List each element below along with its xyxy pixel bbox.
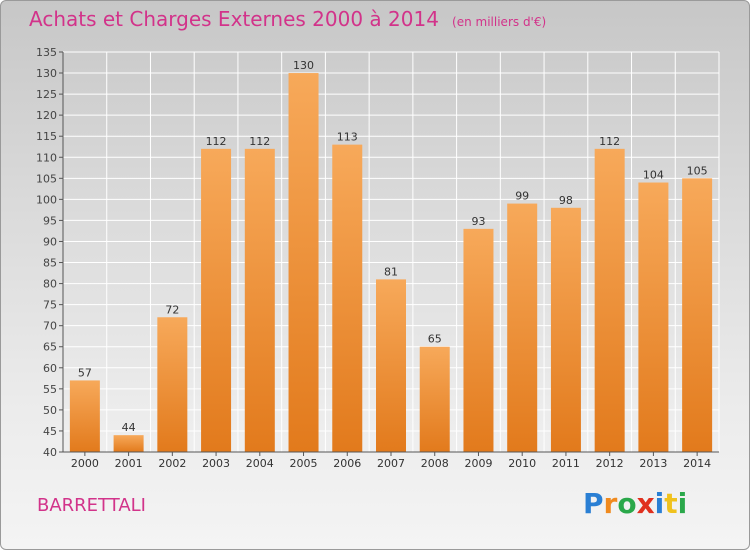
logo-letter: x	[636, 487, 655, 520]
logo-letter: r	[603, 487, 618, 520]
bar	[201, 148, 232, 452]
bar	[682, 178, 713, 452]
y-tick-label: 130	[36, 67, 57, 80]
logo-letter: o	[617, 487, 637, 520]
y-tick-label: 40	[43, 446, 57, 459]
x-tick-label: 2001	[115, 457, 143, 470]
data-label: 93	[471, 215, 485, 228]
data-label: 112	[599, 135, 620, 148]
y-tick-label: 105	[36, 172, 57, 185]
bar	[594, 148, 625, 452]
bar	[638, 182, 669, 453]
y-tick-label: 115	[36, 130, 57, 143]
y-tick-label: 65	[43, 341, 57, 354]
data-label: 130	[293, 59, 314, 72]
y-tick-label: 60	[43, 362, 57, 375]
data-label: 98	[559, 194, 573, 207]
bars	[69, 73, 713, 453]
y-tick-label: 120	[36, 109, 57, 122]
x-tick-label: 2006	[333, 457, 361, 470]
bar	[463, 228, 494, 452]
commune-name: BARRETTALI	[37, 495, 146, 516]
y-tick-label: 110	[36, 151, 57, 164]
bar	[376, 279, 406, 452]
y-tick-label: 45	[43, 425, 57, 438]
bar	[157, 317, 188, 452]
y-tick-label: 95	[43, 214, 57, 227]
labels: 40 45 50 55 60 65 70 75 80 85 90 95 100 105 110 115 120 1…	[36, 46, 711, 470]
y-tick-label: 80	[43, 278, 57, 291]
y-tick-label: 100	[36, 193, 57, 206]
x-tick-label: 2002	[158, 457, 186, 470]
chart-title-block: Achats et Charges Externes 2000 à 2014 (…	[29, 7, 546, 31]
data-label: 57	[78, 366, 92, 379]
bar	[332, 144, 363, 452]
bar	[550, 207, 581, 452]
logo-letter: i	[654, 487, 665, 520]
chart-title: Achats et Charges Externes 2000 à 2014	[29, 7, 439, 31]
y-tick-label: 55	[43, 383, 57, 396]
data-label: 65	[428, 333, 442, 346]
axes	[59, 51, 719, 456]
bar	[419, 346, 450, 452]
bar	[288, 73, 319, 452]
logo-letter: t	[664, 487, 678, 520]
bar	[244, 148, 275, 452]
y-tick-label: 135	[36, 46, 57, 59]
data-label: 112	[249, 135, 270, 148]
data-label: 113	[337, 131, 358, 144]
x-tick-label: 2009	[464, 457, 492, 470]
x-tick-label: 2007	[377, 457, 405, 470]
chart-subtitle: (en milliers d'€)	[452, 15, 547, 29]
x-tick-label: 2010	[508, 457, 536, 470]
data-label: 112	[206, 135, 227, 148]
bar	[507, 203, 538, 452]
x-tick-label: 2005	[290, 457, 318, 470]
y-tick-label: 90	[43, 235, 57, 248]
x-tick-label: 2012	[596, 457, 624, 470]
logo-letter: P	[583, 487, 604, 520]
data-label: 99	[515, 190, 529, 203]
data-label: 72	[165, 303, 179, 316]
y-tick-label: 70	[43, 320, 57, 333]
proxiti-logo: Proxiti	[583, 487, 687, 520]
bar	[69, 380, 100, 452]
y-tick-label: 75	[43, 299, 57, 312]
x-tick-label: 2000	[71, 457, 99, 470]
data-label: 44	[122, 421, 136, 434]
x-tick-label: 2011	[552, 457, 580, 470]
x-tick-label: 2013	[639, 457, 667, 470]
y-tick-label: 85	[43, 257, 57, 270]
logo-letter: i	[677, 487, 688, 520]
data-label: 104	[643, 169, 664, 182]
bar	[113, 435, 144, 452]
x-tick-label: 2003	[202, 457, 230, 470]
data-label: 81	[384, 265, 398, 278]
x-tick-label: 2004	[246, 457, 274, 470]
y-tick-label: 125	[36, 88, 57, 101]
x-tick-label: 2014	[683, 457, 711, 470]
data-label: 105	[687, 164, 708, 177]
y-tick-label: 50	[43, 404, 57, 417]
x-tick-label: 2008	[421, 457, 449, 470]
